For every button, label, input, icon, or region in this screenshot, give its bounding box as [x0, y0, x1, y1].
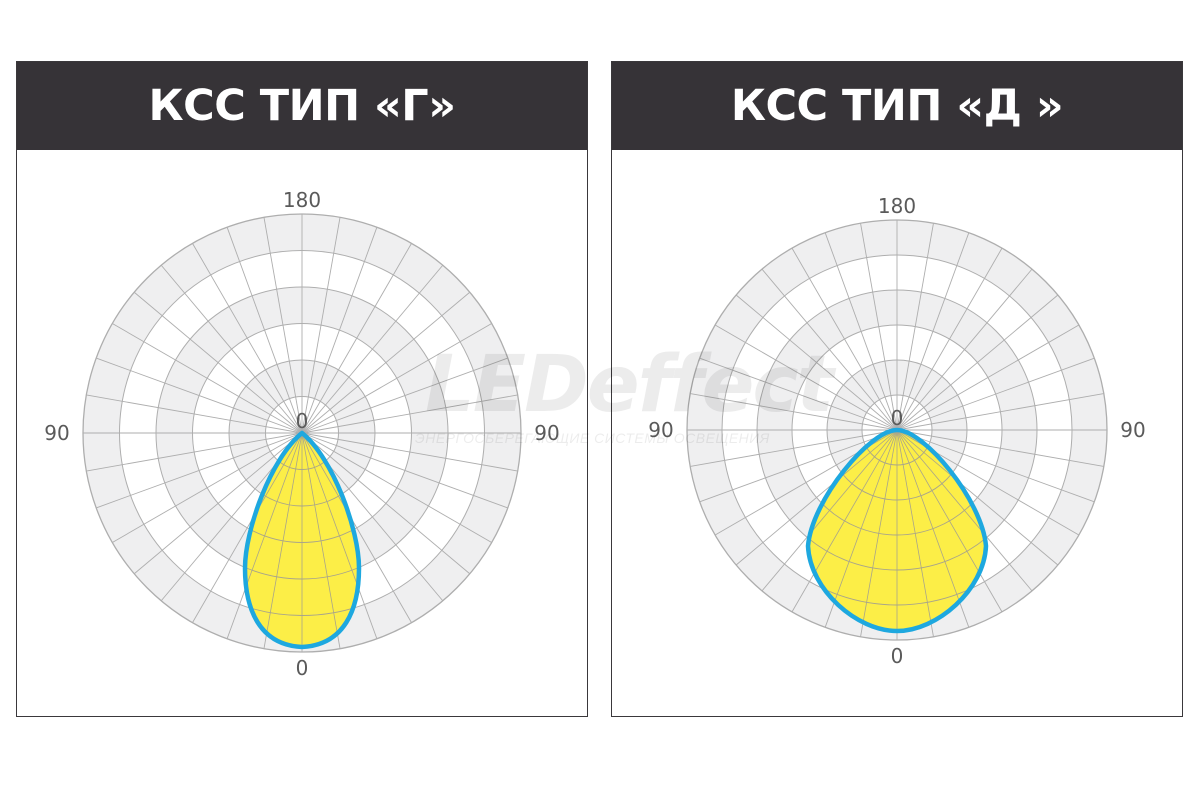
grid-spoke — [896, 223, 934, 431]
grid-spoke — [96, 357, 303, 434]
grid-spoke — [699, 429, 898, 503]
angle-label-180: 180 — [878, 194, 916, 218]
angle-label-90-left: 90 — [648, 418, 673, 442]
grid-spoke — [112, 432, 303, 543]
grid-spoke — [301, 217, 341, 434]
grid-spoke — [896, 429, 1095, 503]
grid-spoke — [301, 433, 359, 639]
grid-spoke — [112, 323, 303, 434]
angle-label-90-right: 90 — [1120, 418, 1145, 442]
panel-header: КСС ТИП «Д » — [612, 62, 1182, 150]
chart-title: КСС ТИП «Д » — [730, 81, 1064, 131]
grid-spoke — [263, 433, 303, 647]
grid-spoke — [896, 268, 1033, 431]
grid-spoke — [896, 232, 970, 431]
grid-spoke — [301, 291, 471, 434]
polar-plot: 180 90 90 0 0 — [648, 194, 1145, 668]
grid-spoke — [86, 394, 303, 434]
grid-spoke — [301, 323, 492, 434]
grid-spoke — [301, 432, 471, 575]
grid-spoke — [301, 357, 508, 434]
angle-label-90-left: 90 — [44, 421, 69, 445]
grid-spoke — [824, 430, 898, 628]
grid-spoke — [301, 432, 518, 472]
chart-panel-type-g: КСС ТИП «Г» 180 90 90 0 0 — [16, 61, 588, 717]
grid-spoke — [301, 243, 412, 434]
grid-spoke — [263, 217, 303, 434]
grid-spoke — [690, 393, 898, 431]
grid-spoke — [301, 264, 444, 434]
grid-spoke — [896, 393, 1104, 431]
intensity-curve — [242, 430, 362, 650]
grid-spoke — [192, 243, 303, 434]
grid-spoke — [301, 227, 378, 434]
grid-spoke — [699, 357, 898, 431]
grid-spoke — [896, 430, 970, 628]
intensity-curve — [805, 427, 989, 634]
grid-spoke — [690, 429, 898, 467]
grid-spoke — [896, 357, 1095, 431]
chart-title: КСС ТИП «Г» — [148, 81, 456, 131]
grid-spoke — [824, 232, 898, 431]
grid-spoke — [86, 432, 303, 472]
grid-spoke — [896, 430, 934, 631]
grid-spoke — [96, 432, 303, 509]
panel-header: КСС ТИП «Г» — [17, 62, 587, 150]
grid-spoke — [133, 432, 303, 575]
grid-spoke — [133, 291, 303, 434]
angle-label-0-bottom: 0 — [296, 656, 309, 680]
angle-label-90-right: 90 — [534, 421, 559, 445]
grid-spoke — [245, 433, 303, 639]
angle-label-180: 180 — [283, 188, 321, 212]
chart-panel-type-d: КСС ТИП «Д » 180 90 90 0 0 — [611, 61, 1183, 717]
grid-spoke — [301, 394, 518, 434]
grid-spoke — [808, 430, 898, 592]
grid-spoke — [301, 432, 508, 509]
grid-spoke — [301, 432, 492, 543]
grid-spoke — [301, 433, 341, 647]
grid-spoke — [860, 223, 898, 431]
grid-spoke — [896, 324, 1080, 431]
angle-label-0-bottom: 0 — [891, 644, 904, 668]
grid-spoke — [226, 227, 303, 434]
angle-label-0-center: 0 — [891, 406, 904, 430]
grid-spoke — [896, 429, 1104, 467]
grid-spoke — [896, 247, 1003, 431]
grid-spoke — [896, 430, 986, 592]
grid-spoke — [791, 247, 898, 431]
polar-plot: 180 90 90 0 0 — [44, 188, 559, 680]
grid-spoke — [160, 264, 303, 434]
grid-spoke — [896, 294, 1059, 431]
angle-label-0-center: 0 — [296, 409, 309, 433]
grid-spoke — [761, 268, 898, 431]
grid-spoke — [714, 324, 898, 431]
grid-spoke — [735, 294, 898, 431]
grid-spoke — [860, 430, 898, 631]
